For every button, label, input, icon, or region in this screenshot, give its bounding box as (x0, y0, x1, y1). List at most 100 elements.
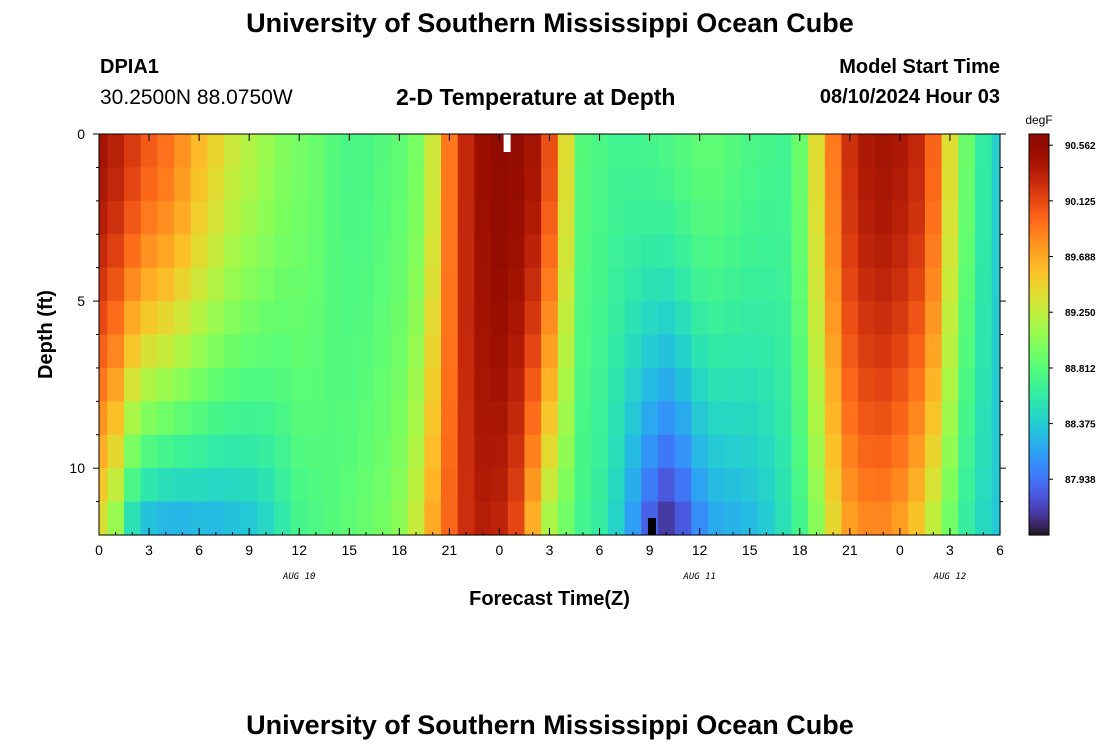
heatmap-cell (724, 334, 742, 369)
heatmap-cell (607, 200, 626, 235)
heatmap-cell (224, 501, 242, 536)
heatmap-cell (657, 267, 676, 302)
heatmap-cell (991, 501, 1001, 536)
heatmap-cell (357, 267, 375, 302)
heatmap-cell (974, 501, 993, 536)
heatmap-cell (674, 267, 692, 302)
colorbar-segment (1029, 494, 1049, 499)
heatmap-cell (140, 334, 158, 369)
heatmap-cell (691, 301, 709, 336)
heatmap-cell (974, 234, 993, 269)
colorbar-segment (1029, 287, 1049, 292)
heatmap-cell (691, 134, 709, 169)
colorbar-segment (1029, 147, 1049, 152)
heatmap-cell (307, 434, 325, 469)
heatmap-cell (374, 200, 392, 235)
colorbar-segment (1029, 524, 1049, 529)
colorbar-segment (1029, 144, 1049, 148)
colorbar-segment (1029, 414, 1049, 419)
heatmap-cell (524, 301, 542, 336)
colorbar-segment (1029, 381, 1049, 386)
colorbar-segment (1029, 187, 1049, 192)
y-axis: 0 5 10 (69, 126, 1006, 503)
colorbar-segment (1029, 514, 1049, 519)
model-start-value: 08/10/2024 Hour 03 (819, 86, 1000, 108)
colorbar-segment (1029, 474, 1049, 479)
heatmap-cell (257, 434, 275, 469)
heatmap-cell (474, 200, 492, 235)
colorbar-segment (1029, 374, 1049, 379)
heatmap-cell (974, 468, 993, 503)
heatmap-cell (841, 267, 859, 302)
heatmap-cell (774, 334, 793, 369)
heatmap-cell (974, 301, 993, 336)
heatmap-cell (240, 334, 259, 369)
heatmap-cell (207, 200, 225, 235)
heatmap-cell (724, 167, 742, 202)
heatmap-cell (524, 367, 542, 402)
heatmap-cell (107, 301, 125, 336)
heatmap-cell (99, 267, 108, 302)
heatmap-cell (507, 200, 526, 235)
heatmap-cell (774, 301, 793, 336)
heatmap-cell (374, 167, 392, 202)
heatmap-cell (691, 401, 709, 436)
heatmap-cell (457, 468, 476, 503)
x-tick-label: 0 (496, 542, 504, 558)
heatmap-cell (157, 401, 175, 436)
colorbar-segment (1029, 404, 1049, 409)
heatmap-cell (958, 200, 976, 235)
heatmap-cell (257, 167, 275, 202)
colorbar-segment (1029, 428, 1049, 433)
heatmap-cell (457, 234, 476, 269)
heatmap-cell (841, 167, 859, 202)
heatmap-cell (908, 234, 926, 269)
heatmap-cell (591, 301, 609, 336)
heatmap-cell (557, 334, 576, 369)
heatmap-cell (240, 367, 259, 402)
heatmap-cell (607, 401, 626, 436)
colorbar-tick-label: 88.812 (1065, 364, 1096, 375)
heatmap-cell (708, 234, 726, 269)
heatmap-cell (541, 501, 559, 536)
heatmap-cell (774, 401, 793, 436)
heatmap-cell (124, 267, 142, 302)
colorbar-segment (1029, 337, 1049, 342)
heatmap-cell (407, 367, 425, 402)
heatmap-cell (374, 501, 392, 536)
heatmap-cell (708, 167, 726, 202)
heatmap-cell (274, 501, 292, 536)
date-label: AUG 11 (682, 572, 716, 582)
heatmap-cell (240, 134, 259, 169)
heatmap-cell (324, 434, 342, 469)
heatmap-cell (691, 267, 709, 302)
heatmap-cell (457, 334, 476, 369)
colorbar-segment (1029, 174, 1049, 179)
heatmap-cell (124, 367, 142, 402)
heatmap-cell (240, 301, 259, 336)
heatmap-cell (557, 367, 576, 402)
heatmap-cell (741, 267, 759, 302)
heatmap-cell (474, 468, 492, 503)
heatmap-cell (557, 434, 576, 469)
heatmap-cell (841, 468, 859, 503)
heatmap-cell (941, 367, 959, 402)
heatmap-cell (541, 200, 559, 235)
heatmap-cell (657, 434, 676, 469)
heatmap-cell (140, 468, 158, 503)
heatmap-cell (824, 200, 843, 235)
heatmap-cell (207, 401, 225, 436)
colorbar-segment (1029, 200, 1049, 205)
heatmap-cell (808, 200, 826, 235)
heatmap-cell (474, 301, 492, 336)
heatmap-cell (357, 167, 375, 202)
heatmap-cell (641, 401, 659, 436)
heatmap-cell (657, 334, 676, 369)
colorbar-segment (1029, 210, 1049, 215)
heatmap-cell (457, 401, 476, 436)
heatmap-cell (274, 167, 292, 202)
colorbar-segment (1029, 237, 1049, 242)
heatmap-cell (107, 401, 125, 436)
colorbar-segment (1029, 394, 1049, 399)
heatmap-cell (457, 267, 476, 302)
